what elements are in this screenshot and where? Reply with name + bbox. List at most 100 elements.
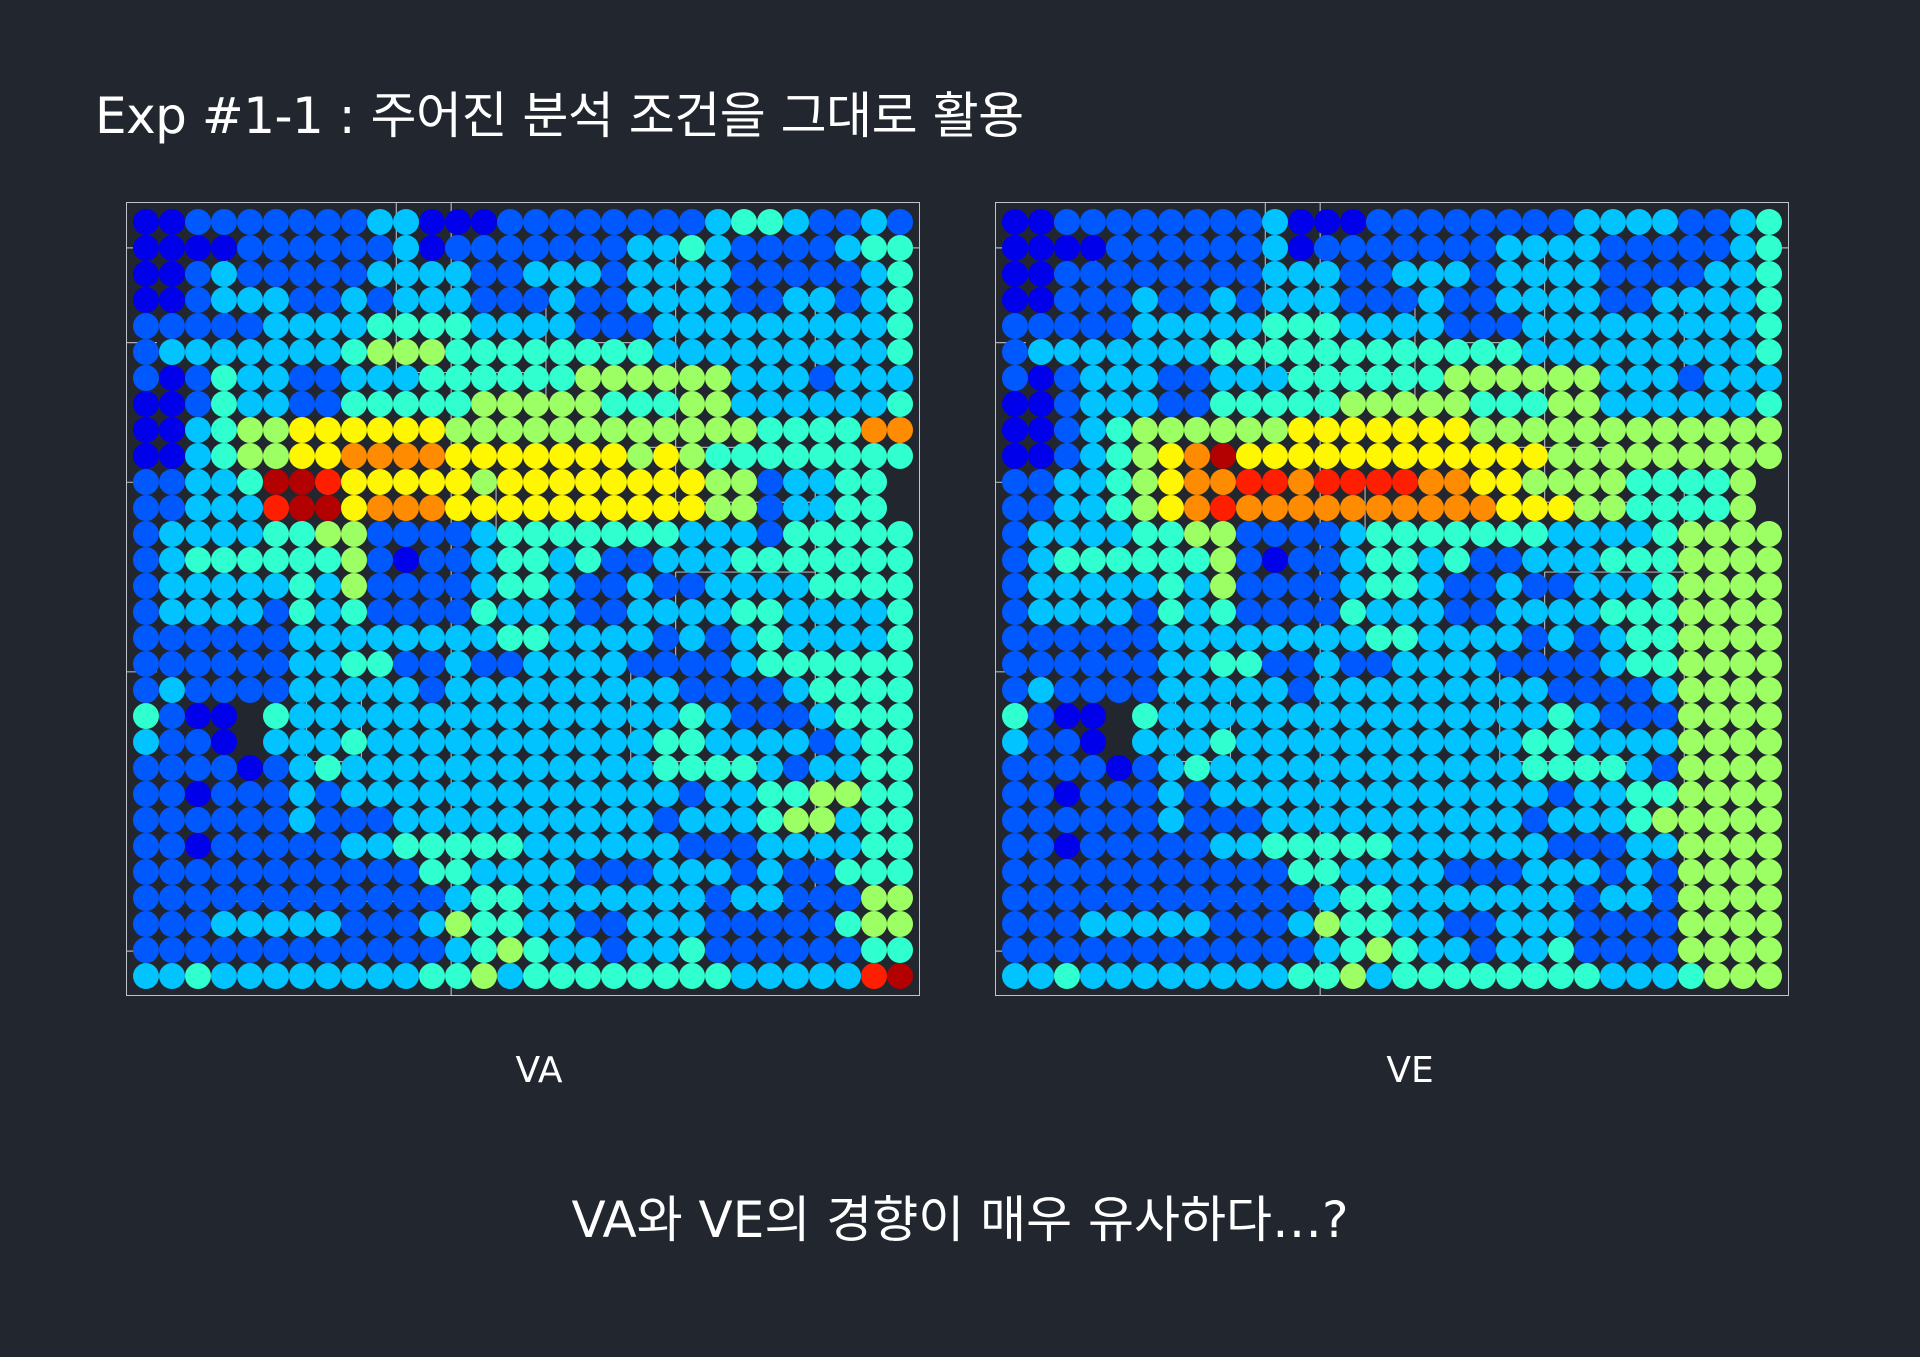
heatmap-cell bbox=[523, 781, 549, 808]
heatmap-cell bbox=[1183, 234, 1210, 261]
heatmap-cell bbox=[679, 286, 706, 313]
heatmap-cell bbox=[549, 807, 575, 834]
heatmap-cell bbox=[1392, 703, 1418, 730]
heatmap-cell bbox=[471, 468, 497, 495]
heatmap-cell bbox=[1027, 807, 1054, 834]
heatmap-cell bbox=[575, 677, 602, 703]
heatmap-cell bbox=[1470, 703, 1496, 730]
heatmap-cell bbox=[523, 286, 549, 313]
heatmap-cell bbox=[1366, 885, 1392, 912]
heatmap-cell bbox=[679, 364, 706, 391]
heatmap-cell bbox=[1131, 208, 1158, 235]
heatmap-cell bbox=[1418, 390, 1444, 417]
heatmap-cell bbox=[1366, 599, 1392, 625]
heatmap-cell bbox=[653, 963, 680, 990]
heatmap-cell bbox=[1756, 208, 1783, 235]
heatmap-cell bbox=[236, 468, 263, 495]
heatmap-cell bbox=[601, 468, 627, 495]
heatmap-cell bbox=[757, 937, 784, 964]
heatmap-cell bbox=[1079, 260, 1106, 287]
heatmap-cell bbox=[679, 468, 706, 495]
heatmap-cell bbox=[679, 520, 706, 547]
heatmap-cell bbox=[1340, 859, 1366, 886]
heatmap-cell bbox=[783, 833, 810, 860]
heatmap-cell bbox=[1678, 703, 1705, 730]
heatmap-cell bbox=[1131, 833, 1158, 860]
heatmap-cell bbox=[575, 885, 602, 912]
heatmap-cell bbox=[340, 364, 367, 391]
heatmap-cell bbox=[1131, 442, 1158, 469]
heatmap-cell bbox=[1183, 859, 1210, 886]
heatmap-cell bbox=[1340, 338, 1366, 365]
heatmap-cell bbox=[1730, 599, 1757, 625]
heatmap-cell bbox=[1470, 781, 1496, 808]
heatmap-cell bbox=[444, 911, 471, 938]
heatmap-cell bbox=[1496, 599, 1523, 625]
heatmap-cell bbox=[1548, 468, 1575, 495]
heatmap-cell bbox=[1105, 442, 1132, 469]
heatmap-cell bbox=[653, 286, 680, 313]
heatmap-cell bbox=[1418, 442, 1444, 469]
heatmap-cell bbox=[1131, 937, 1158, 964]
heatmap-cell bbox=[1053, 338, 1080, 365]
heatmap-cell bbox=[1652, 651, 1679, 678]
heatmap-cell bbox=[497, 416, 523, 443]
heatmap-cell bbox=[1730, 807, 1757, 834]
heatmap-cell bbox=[1209, 807, 1236, 834]
heatmap-cell bbox=[757, 390, 784, 417]
heatmap-cell bbox=[523, 885, 549, 912]
heatmap-cell bbox=[1366, 208, 1392, 235]
heatmap-cell bbox=[1522, 599, 1549, 625]
heatmap-cell bbox=[1496, 260, 1523, 287]
heatmap-cell bbox=[601, 234, 627, 261]
heatmap-cell bbox=[1261, 911, 1288, 938]
heatmap-cell bbox=[184, 390, 211, 417]
heatmap-cell bbox=[1496, 495, 1523, 521]
heatmap-cell bbox=[1444, 781, 1471, 808]
heatmap-cell bbox=[288, 573, 315, 599]
heatmap-cell bbox=[1548, 755, 1575, 782]
heatmap-cell bbox=[1678, 286, 1705, 313]
heatmap-cell bbox=[731, 468, 758, 495]
heatmap-cell bbox=[835, 364, 862, 391]
heatmap-cell bbox=[1183, 703, 1210, 730]
heatmap-cell bbox=[523, 208, 549, 235]
heatmap-cell bbox=[419, 338, 445, 365]
heatmap-cell bbox=[392, 729, 419, 756]
heatmap-cell bbox=[601, 677, 627, 703]
heatmap-cell bbox=[1392, 729, 1418, 756]
heatmap-cell bbox=[653, 390, 680, 417]
heatmap-cell bbox=[1496, 442, 1523, 469]
heatmap-cell bbox=[1470, 755, 1496, 782]
heatmap-cell bbox=[1392, 677, 1418, 703]
heatmap-cell bbox=[1522, 495, 1549, 521]
heatmap-cell bbox=[288, 729, 315, 756]
heatmap-cell bbox=[861, 651, 888, 678]
heatmap-cell bbox=[1756, 885, 1783, 912]
heatmap-cell bbox=[340, 833, 367, 860]
heatmap-cell bbox=[523, 963, 549, 990]
heatmap-cell bbox=[419, 755, 445, 782]
heatmap-cell bbox=[575, 833, 602, 860]
heatmap-cell bbox=[236, 677, 263, 703]
va-label: VA bbox=[515, 1050, 563, 1091]
heatmap-cell bbox=[444, 703, 471, 730]
heatmap-cell bbox=[236, 807, 263, 834]
heatmap-cell bbox=[314, 573, 341, 599]
heatmap-cell bbox=[809, 286, 836, 313]
heatmap-cell bbox=[1418, 468, 1444, 495]
heatmap-cell bbox=[1079, 312, 1106, 339]
heatmap-cell bbox=[314, 599, 341, 625]
heatmap-cell bbox=[1470, 599, 1496, 625]
heatmap-cell bbox=[1756, 755, 1783, 782]
heatmap-cell bbox=[288, 234, 315, 261]
heatmap-cell bbox=[1105, 208, 1132, 235]
heatmap-cell bbox=[549, 599, 575, 625]
heatmap-cell bbox=[236, 260, 263, 287]
heatmap-cell bbox=[1288, 755, 1314, 782]
heatmap-cell bbox=[1157, 573, 1184, 599]
heatmap-cell bbox=[366, 807, 393, 834]
heatmap-cell bbox=[236, 911, 263, 938]
heatmap-cell bbox=[262, 963, 289, 990]
heatmap-cell bbox=[1600, 729, 1627, 756]
